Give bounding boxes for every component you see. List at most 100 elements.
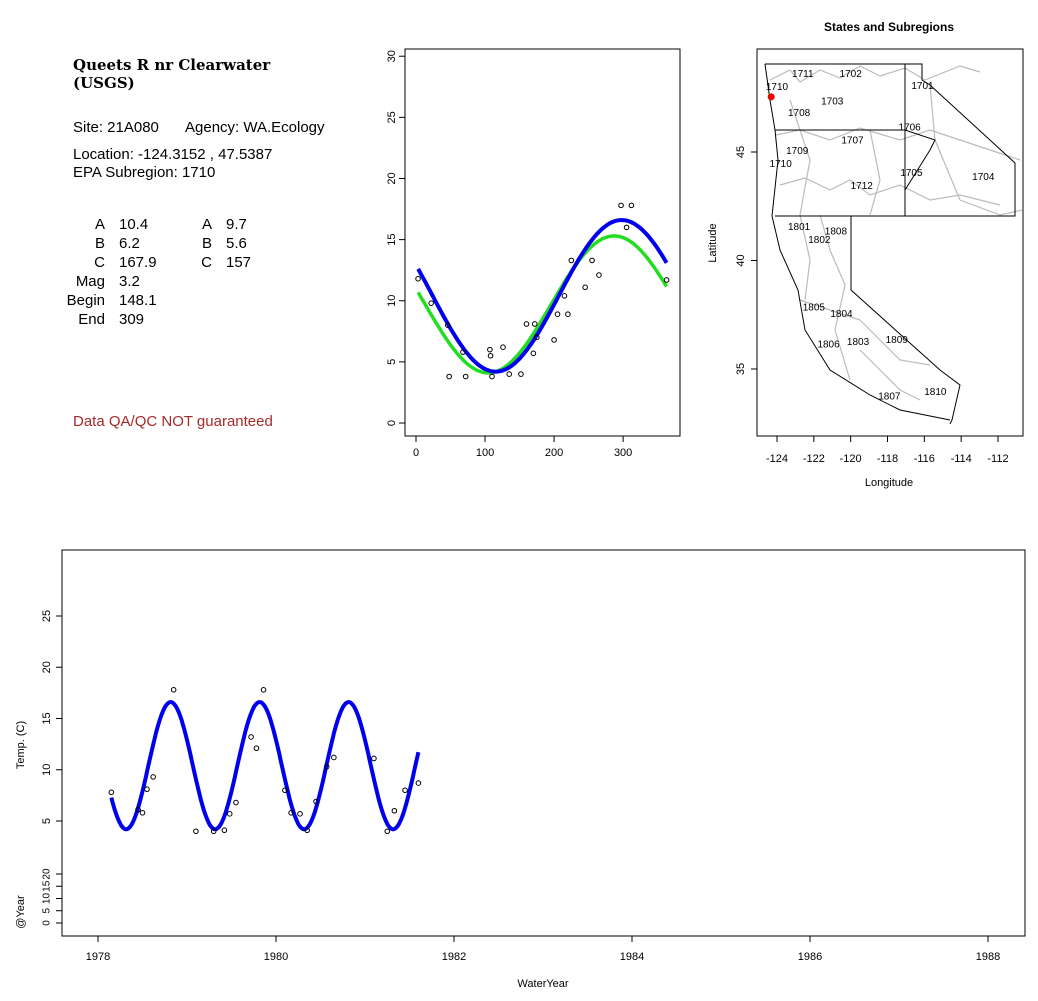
site-info-panel: Queets R nr Clearwater (USGS) Site: 21A0…	[0, 0, 380, 460]
observation-point	[554, 311, 561, 317]
x-tick-label: 1988	[976, 951, 1000, 963]
param-value: 9.7	[226, 216, 247, 233]
y2-tick-label: 5	[42, 908, 53, 914]
ts-observation-point	[371, 755, 377, 762]
ts-observation-point	[304, 827, 310, 834]
subregion-label: 1803	[847, 337, 870, 348]
x-tick-label: -124	[766, 453, 788, 465]
subregion-label: 1709	[786, 146, 809, 157]
param-label: End	[78, 311, 105, 328]
ts-observation-point	[282, 787, 288, 794]
boundary-line	[789, 99, 811, 301]
x-tick-label: 1982	[442, 951, 466, 963]
ts-observation-point	[135, 806, 141, 813]
epa-subregion: EPA Subregion: 1710	[73, 164, 216, 181]
subregion-label: 1704	[972, 172, 995, 183]
param-label: A	[94, 216, 105, 233]
param-label: A	[201, 216, 212, 233]
subregion-label: 1806	[817, 339, 840, 350]
param-value: 3.2	[119, 273, 140, 290]
ts-observation-point	[297, 811, 303, 817]
ts-y2-label: @Year	[15, 895, 27, 929]
observation-point	[534, 334, 540, 341]
observation-point	[489, 373, 495, 380]
param-label: C	[94, 254, 105, 271]
observation-point	[428, 300, 434, 306]
ts-observation-point	[323, 763, 330, 770]
ts-observation-point	[248, 734, 254, 740]
observation-point	[415, 275, 421, 282]
boundary-line	[819, 214, 851, 381]
observation-point	[589, 257, 595, 264]
x-tick-label: 200	[545, 447, 563, 459]
x-tick-label: -122	[803, 453, 825, 465]
state-line	[765, 63, 1016, 217]
state-line	[775, 129, 936, 216]
map-title: States and Subregions	[824, 20, 954, 34]
observation-point	[444, 322, 451, 328]
ts-observation-point	[313, 798, 319, 805]
observation-point	[460, 349, 466, 355]
boundary-line	[799, 299, 931, 366]
y-tick-label: 10	[41, 764, 53, 776]
boundary-line	[775, 127, 1021, 161]
y-tick-label: 40	[735, 254, 747, 266]
subregion-label: 1808	[825, 226, 848, 237]
x-tick-label: 0	[413, 447, 419, 459]
param-value: 6.2	[119, 235, 140, 252]
ts-observation-point	[391, 807, 398, 814]
ts-observation-point	[260, 687, 267, 693]
ts-observation-point	[221, 827, 228, 834]
location: Location: -124.3152 , 47.5387	[73, 146, 273, 163]
param-label: Mag	[75, 273, 105, 290]
observation-point	[618, 202, 624, 209]
y2-tick-label: 20	[42, 868, 53, 880]
boundary-line	[929, 84, 961, 201]
boundary-line	[779, 177, 1001, 206]
observation-point	[582, 284, 588, 291]
map-y-label: Latitude	[707, 223, 719, 262]
y2-tick-label: 0	[42, 920, 53, 926]
observation-point	[596, 272, 602, 278]
boundary-line	[859, 349, 921, 401]
state-boundaries	[764, 63, 1016, 425]
x-tick-label: 1980	[264, 951, 288, 963]
boundary-line	[959, 199, 1023, 216]
map-frame	[756, 48, 1024, 437]
blue-fit-line	[416, 218, 669, 374]
y2-tick-label: 10	[42, 893, 53, 905]
subregion-label: 1701	[911, 81, 934, 92]
observation-point	[462, 373, 469, 380]
observation-point	[628, 202, 635, 209]
subregion-label: 1708	[788, 108, 811, 119]
ts-observation-point	[210, 828, 217, 835]
ts-observation-point	[233, 799, 239, 806]
x-tick-label: 100	[476, 447, 494, 459]
subregion-label: 1810	[924, 387, 947, 398]
subregion-boundaries	[769, 65, 1023, 401]
ts-observation-point	[139, 810, 146, 816]
subregion-label: 1710	[766, 82, 789, 93]
param-value: 157	[226, 254, 252, 271]
subregion-label: 1804	[830, 309, 853, 320]
ts-observation-point	[150, 774, 156, 780]
param-value: 5.6	[226, 235, 247, 252]
observation-point	[487, 352, 494, 359]
subregion-label: 1802	[808, 235, 831, 246]
y-tick-label: 35	[735, 363, 747, 375]
y2-tick-label: 15	[42, 880, 53, 892]
subregion-label: 1805	[803, 302, 826, 313]
boundary-line	[869, 129, 881, 216]
ts-observation-point	[415, 780, 422, 786]
x-tick-label: -114	[951, 453, 972, 465]
site-location-marker	[767, 93, 775, 101]
ts-observation-point	[402, 787, 408, 794]
y-tick-label: 25	[386, 111, 398, 123]
param-label: B	[201, 235, 212, 252]
ts-observation-point	[108, 789, 115, 796]
param-label: B	[94, 235, 105, 252]
coastline	[764, 63, 951, 421]
y-tick-label: 30	[386, 50, 398, 62]
param-label: Begin	[66, 292, 105, 309]
subregion-label: 1801	[788, 222, 811, 233]
